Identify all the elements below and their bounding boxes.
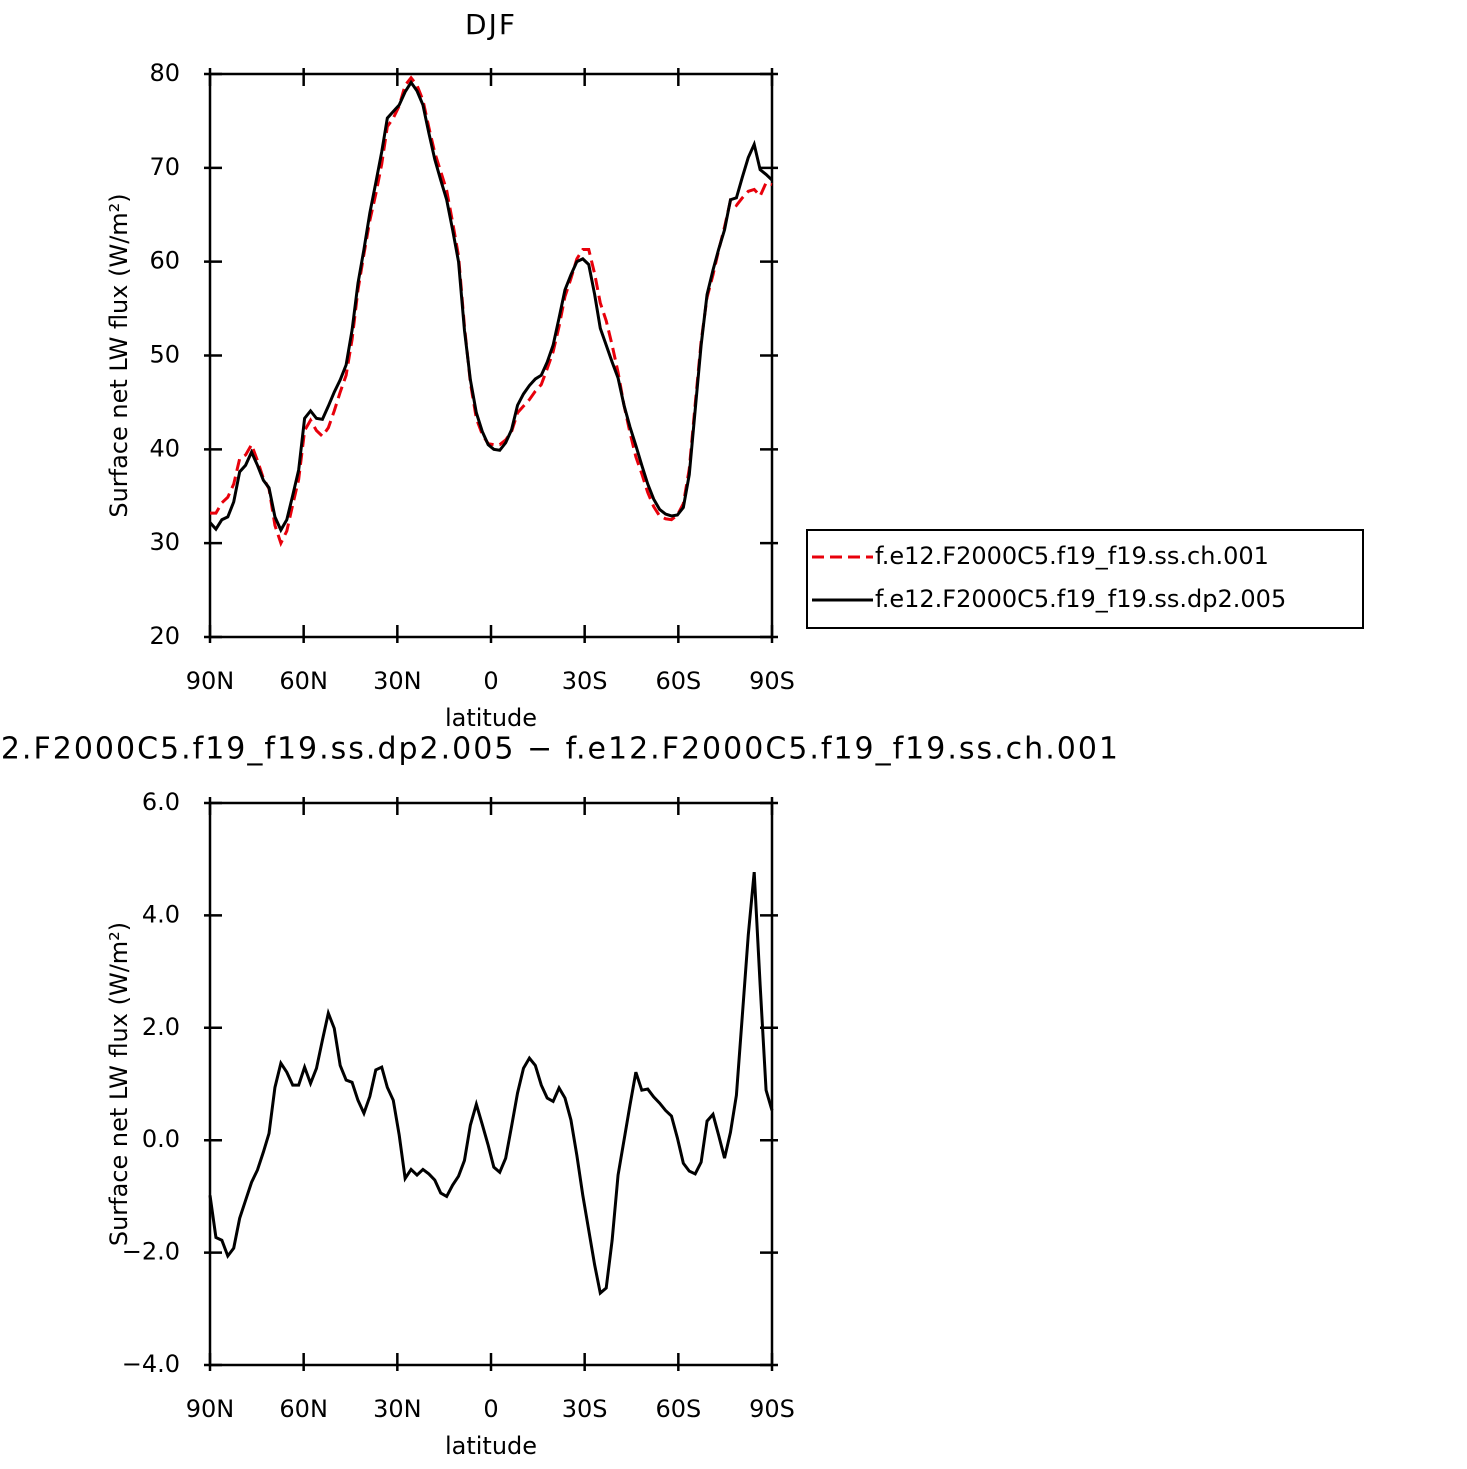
y-tick-label: 20	[149, 622, 180, 650]
y-tick-label: 60	[149, 247, 180, 275]
x-tick-label: 0	[483, 667, 498, 695]
y-tick-label: 2.0	[142, 1013, 180, 1041]
x-axis-label: latitude	[445, 1432, 537, 1460]
x-tick-label: 60S	[655, 667, 701, 695]
x-tick-label: 90S	[749, 1395, 795, 1423]
legend-label: f.e12.F2000C5.f19_f19.ss.ch.001	[875, 542, 1269, 570]
plot-frame	[208, 72, 774, 639]
x-tick-label: 90S	[749, 667, 795, 695]
legend-box	[806, 529, 1364, 629]
chart-title: f.e12.F2000C5.f19_f19.ss.dp2.005 − f.e12…	[0, 732, 1120, 767]
y-tick-label: 6.0	[142, 788, 180, 816]
y-tick-label: 80	[149, 59, 180, 87]
data-line	[208, 79, 774, 534]
x-tick-label: 90N	[186, 667, 235, 695]
x-tick-label: 30N	[373, 667, 422, 695]
x-axis-label: latitude	[445, 704, 537, 732]
x-tick-label: 60N	[279, 1395, 328, 1423]
y-tick-label: 4.0	[142, 900, 180, 928]
x-tick-label: 0	[483, 1395, 498, 1423]
y-tick-label: −2.0	[122, 1238, 180, 1266]
y-tick-label: −4.0	[122, 1350, 180, 1378]
x-tick-label: 60S	[655, 1395, 701, 1423]
legend-label: f.e12.F2000C5.f19_f19.ss.dp2.005	[875, 585, 1286, 613]
x-tick-label: 90N	[186, 1395, 235, 1423]
y-tick-label: 50	[149, 341, 180, 369]
data-line	[208, 871, 774, 1296]
x-tick-label: 30S	[562, 667, 608, 695]
data-line	[210, 75, 773, 548]
y-tick-label: 0.0	[142, 1125, 180, 1153]
y-tick-label: 30	[149, 528, 180, 556]
y-tick-label: 70	[149, 153, 180, 181]
x-tick-label: 30S	[562, 1395, 608, 1423]
chart-title: DJF	[465, 8, 517, 41]
y-axis-label: Surface net LW flux (W/m²)	[105, 922, 133, 1246]
x-tick-label: 30N	[373, 1395, 422, 1423]
y-tick-label: 40	[149, 434, 180, 462]
y-axis-label: Surface net LW flux (W/m²)	[105, 193, 133, 517]
x-tick-label: 60N	[279, 667, 328, 695]
